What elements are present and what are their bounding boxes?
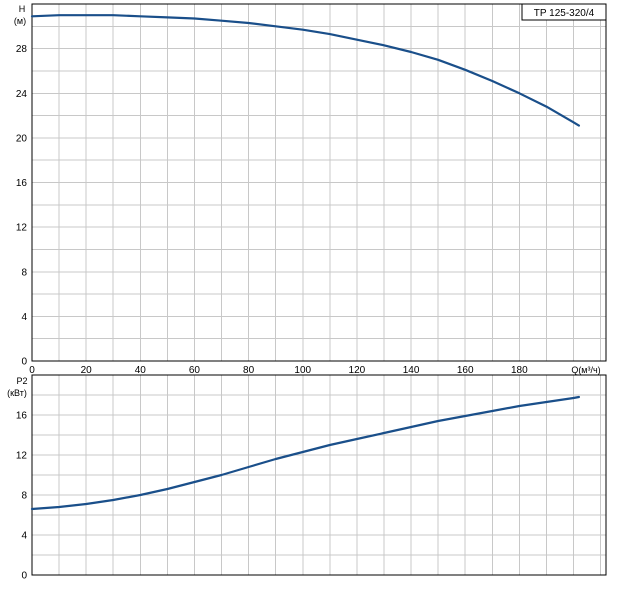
y-axis-unit: (м): [14, 16, 26, 26]
y-tick-label: 0: [21, 357, 27, 368]
x-tick-label: 40: [135, 365, 147, 376]
x-tick-label: 140: [403, 365, 420, 376]
head-curve: [30, 14, 580, 127]
x-tick-label: 0: [29, 365, 35, 376]
title-box: [521, 3, 607, 21]
y-tick-label: 28: [16, 44, 28, 55]
power-chart: 0 4 8 12 16 P2 (кВт): [7, 374, 607, 582]
y-tick-label: 8: [21, 267, 27, 278]
y-axis-label: H: [19, 4, 26, 14]
power-curve: [30, 395, 580, 511]
x-tick-label: 180: [511, 365, 528, 376]
chart-title: TP 125-320/4: [534, 8, 595, 19]
x-tick-label: 60: [189, 365, 201, 376]
y-tick-label: 12: [16, 223, 28, 234]
y-tick-label: 20: [16, 133, 28, 144]
x-tick-label: 80: [243, 365, 255, 376]
y-tick-label: 4: [21, 312, 27, 323]
x-tick-label: 120: [349, 365, 366, 376]
y-axis-label: P2: [16, 376, 27, 386]
plot-frame: [31, 374, 607, 576]
head-chart: 0 4 8 12 16 20 24 28 H (м) 0 20 40 60 80 100 120 140 160 18…: [14, 3, 607, 376]
x-axis-label: Q(м³/ч): [571, 365, 600, 375]
y-tick-label: 8: [21, 491, 27, 502]
x-tick-label: 100: [294, 365, 311, 376]
y-axis-unit: (кВт): [7, 388, 27, 398]
y-tick-label: 12: [16, 451, 28, 462]
y-tick-label: 0: [21, 571, 27, 582]
x-tick-label: 160: [457, 365, 474, 376]
y-tick-label: 24: [16, 89, 28, 100]
y-tick-label: 16: [16, 411, 28, 422]
x-tick-label: 20: [81, 365, 93, 376]
plot-frame: [31, 3, 607, 362]
y-tick-label: 4: [21, 531, 27, 542]
y-tick-label: 16: [16, 178, 28, 189]
